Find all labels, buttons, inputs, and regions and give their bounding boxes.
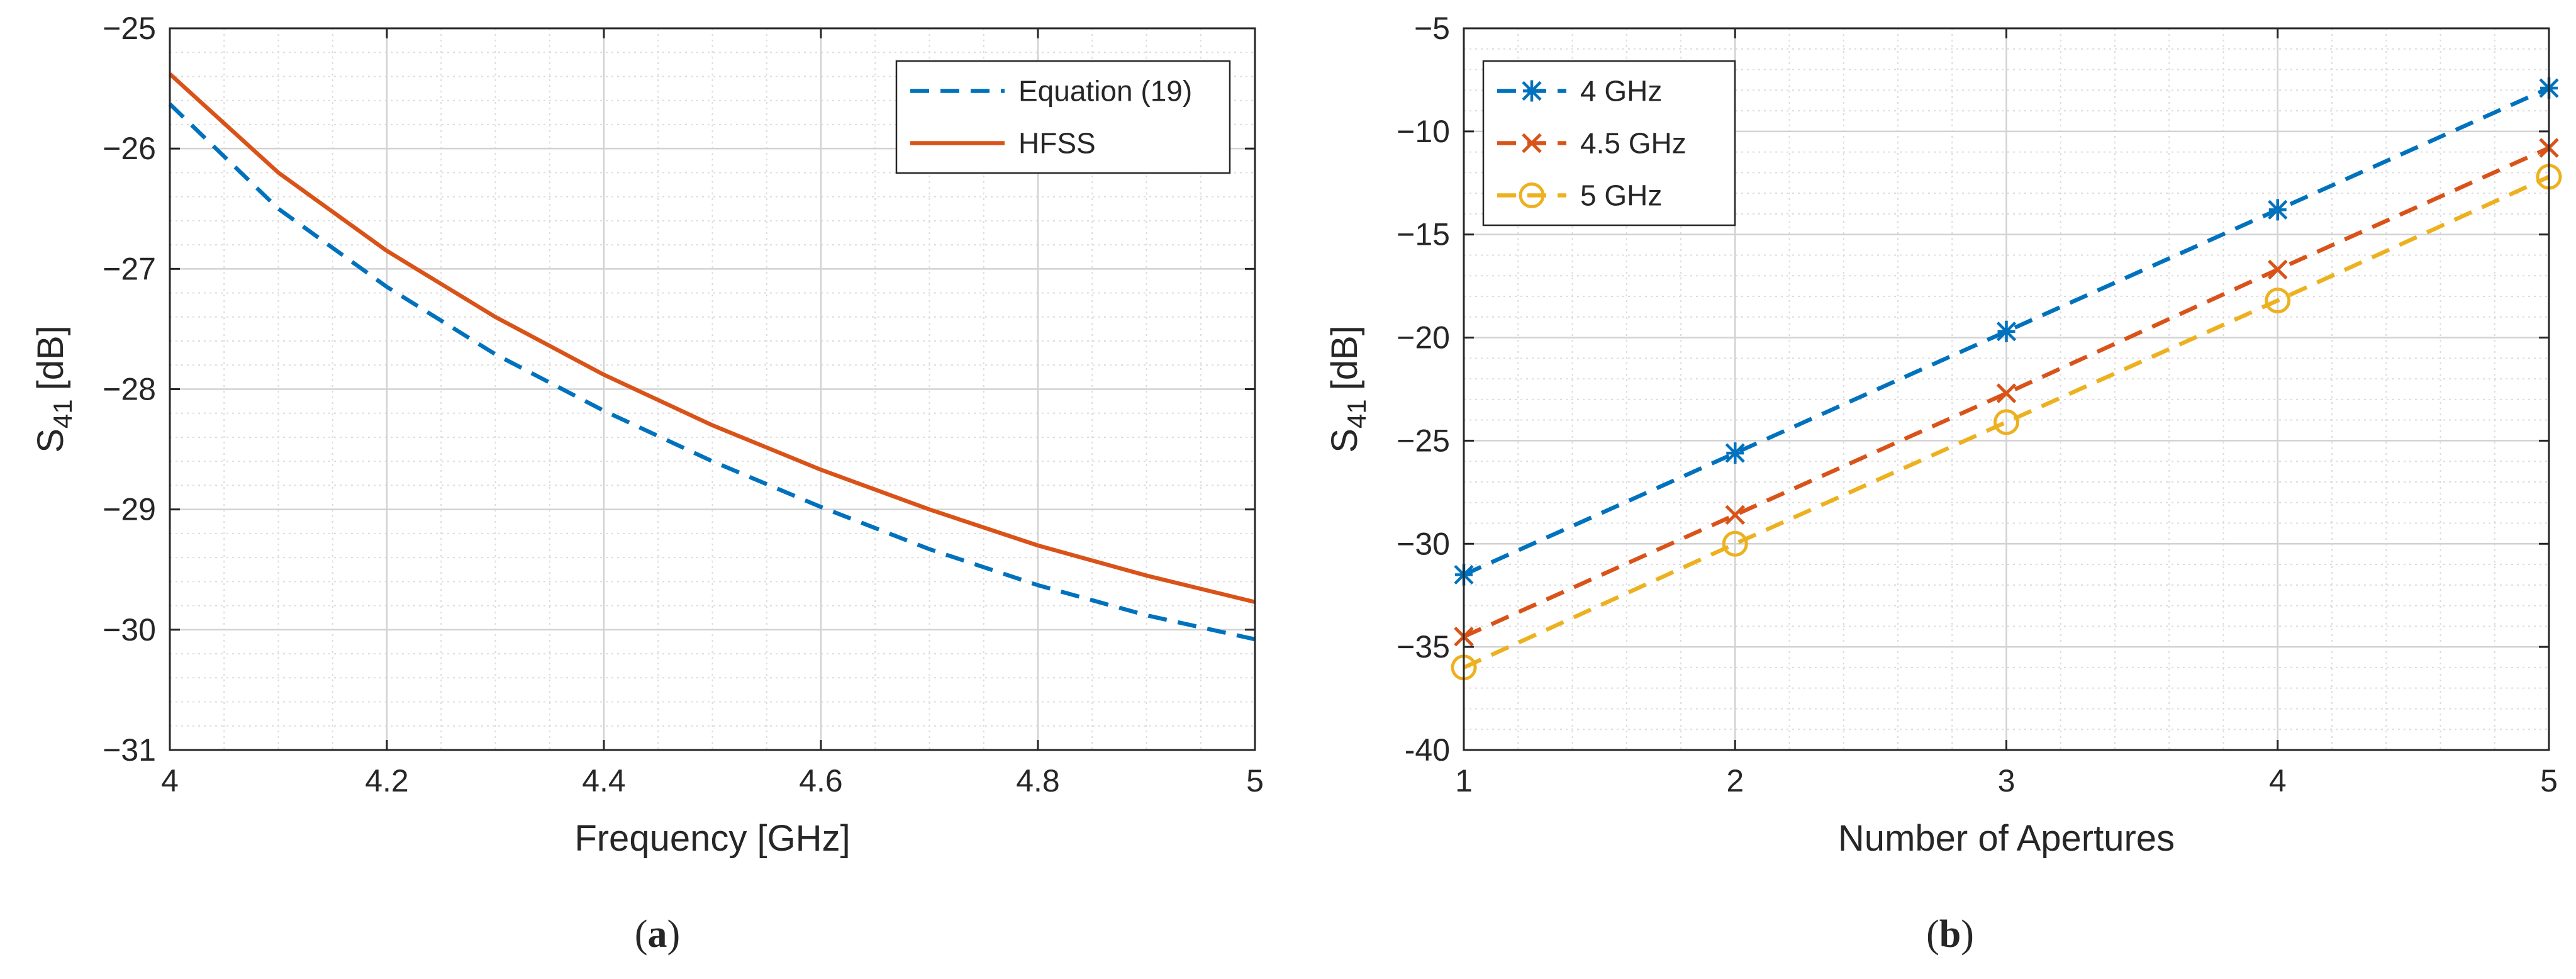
data-point-marker [1996, 383, 2017, 403]
panel-caption: (b) [1926, 913, 1974, 956]
series-line-5-ghz [1463, 175, 2550, 669]
y-tick-label: −35 [1397, 629, 1450, 664]
caption-letter: b [1939, 913, 1961, 956]
data-point-marker [2265, 288, 2291, 314]
series-line-4-5-ghz [1463, 146, 2550, 639]
legend: 4 GHz 4.5 GHz 5 GHz [1482, 60, 1736, 227]
legend-marker [1522, 133, 1542, 154]
caption-open-paren: ( [1926, 913, 1939, 956]
legend-box [895, 60, 1231, 174]
y-tick-label: −25 [103, 11, 156, 46]
y-tick-label: −30 [1397, 526, 1450, 561]
panel-b: 1 2 3 4 5 -40 −35 −30 −25 −20 −15 −10 −5 Number of Ap… [1324, 11, 2562, 956]
panel-a: 4 4.2 4.4 4.6 4.8 5 −31 −30 −29 −28 −27 −26 −25 Frequ… [30, 11, 1264, 956]
legend-label: Equation (19) [1018, 75, 1192, 108]
y-axis-label: S41 [dB] [30, 325, 77, 453]
y-tick-label: −26 [103, 131, 156, 166]
panel-caption: (a) [635, 913, 680, 956]
data-point-marker [1722, 530, 1748, 557]
data-point-marker [1996, 320, 2017, 342]
x-tick-label: 4.8 [1016, 763, 1060, 798]
y-axis-label: S41 [dB] [1324, 325, 1371, 453]
y-tick-label: −25 [1397, 423, 1450, 458]
x-tick-label: 4.6 [799, 763, 843, 798]
data-point-marker [1993, 409, 2019, 435]
x-tick-label: 5 [1246, 763, 1264, 798]
x-tick-label: 1 [1455, 763, 1473, 798]
y-tick-label: −28 [103, 372, 156, 407]
series-line-4-ghz [1463, 86, 2550, 577]
y-tick-label: −5 [1414, 11, 1450, 46]
caption-close-paren: ) [1961, 913, 1974, 956]
y-label-subscript: 41 [48, 399, 77, 428]
y-tick-label: −29 [103, 492, 156, 527]
x-tick-label: 4.2 [365, 763, 409, 798]
y-tick-label: -40 [1405, 732, 1450, 768]
x-tick-label: 4 [161, 763, 179, 798]
x-tick-label: 4.4 [582, 763, 626, 798]
y-label-base: S [30, 428, 71, 453]
y-label-unit: [dB] [30, 325, 71, 390]
y-tick-label: −30 [103, 612, 156, 647]
y-label-unit: [dB] [1324, 325, 1365, 390]
data-point-marker [2267, 259, 2288, 280]
y-tick-label: −27 [103, 251, 156, 286]
caption-open-paren: ( [635, 913, 648, 956]
caption-letter: a [648, 913, 667, 956]
y-label-base: S [1324, 428, 1365, 453]
x-tick-label: 5 [2540, 763, 2558, 798]
y-tick-label: −20 [1397, 320, 1450, 355]
y-tick-label: −10 [1397, 114, 1450, 149]
y-label-subscript: 41 [1342, 399, 1371, 428]
x-axis-label: Number of Apertures [1838, 818, 2175, 859]
series-line-hfss [168, 72, 1256, 605]
x-tick-label: 2 [1726, 763, 1744, 798]
legend: Equation (19) HFSS [895, 60, 1231, 174]
legend-label: 4.5 GHz [1580, 127, 1687, 160]
legend-marker [1522, 80, 1542, 102]
data-point-marker [1725, 505, 1746, 525]
legend-marker [1519, 182, 1545, 208]
series-line-equation-19- [168, 103, 1256, 642]
data-point-marker [2268, 199, 2288, 221]
y-tick-label: −31 [103, 732, 156, 768]
x-tick-label: 4 [2269, 763, 2287, 798]
legend-label: HFSS [1018, 127, 1096, 160]
x-axis-label: Frequency [GHz] [574, 818, 850, 859]
legend-label: 5 GHz [1580, 179, 1662, 212]
data-point-marker [1725, 442, 1745, 464]
legend-box [1482, 60, 1736, 227]
x-tick-label: 3 [1998, 763, 2016, 798]
y-tick-label: −15 [1397, 217, 1450, 252]
legend-label: 4 GHz [1580, 75, 1662, 108]
caption-close-paren: ) [667, 913, 681, 956]
